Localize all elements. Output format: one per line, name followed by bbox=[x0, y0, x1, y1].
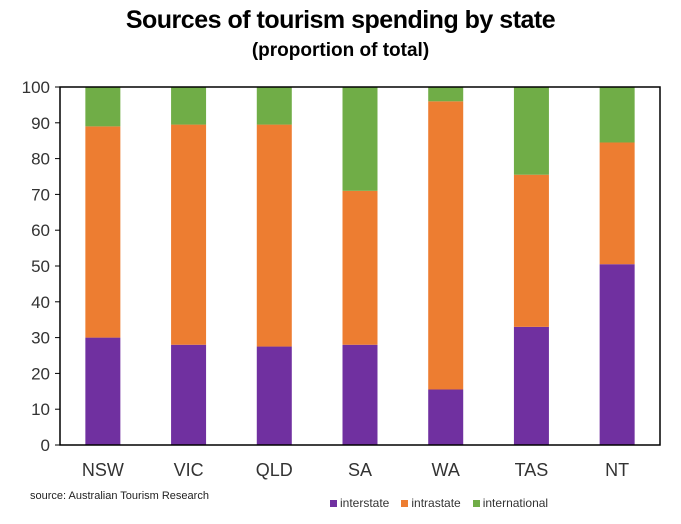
y-tick-label: 40 bbox=[31, 293, 50, 312]
bar-intrastate-tas bbox=[513, 174, 549, 327]
legend-item-intrastate: intrastate bbox=[401, 496, 461, 510]
legend-label: international bbox=[482, 496, 549, 510]
bar-international-tas bbox=[513, 87, 549, 175]
bar-international-nt bbox=[599, 87, 635, 143]
bar-international-sa bbox=[342, 87, 378, 191]
legend-item-international: international bbox=[472, 496, 549, 510]
bar-interstate-wa bbox=[428, 389, 464, 445]
bar-intrastate-sa bbox=[342, 190, 378, 345]
source-note: source: Australian Tourism Research bbox=[30, 490, 209, 502]
legend-item-interstate: interstate bbox=[330, 496, 389, 510]
y-tick-label: 10 bbox=[31, 400, 50, 419]
y-tick-label: 60 bbox=[31, 221, 50, 240]
x-tick-label: TAS bbox=[515, 460, 549, 480]
y-tick-label: 80 bbox=[31, 150, 50, 169]
x-tick-label: VIC bbox=[174, 460, 204, 480]
y-tick-label: 90 bbox=[31, 114, 50, 133]
bar-international-qld bbox=[256, 87, 292, 125]
bar-intrastate-nt bbox=[599, 142, 635, 265]
y-tick-label: 100 bbox=[22, 78, 50, 97]
bar-international-nsw bbox=[85, 87, 121, 127]
y-tick-label: 50 bbox=[31, 257, 50, 276]
legend-swatch bbox=[401, 499, 409, 507]
bar-interstate-sa bbox=[342, 344, 378, 445]
x-tick-label: NT bbox=[605, 460, 629, 480]
bar-intrastate-wa bbox=[428, 101, 464, 390]
y-tick-label: 70 bbox=[31, 185, 50, 204]
bar-interstate-qld bbox=[256, 346, 292, 445]
y-tick-label: 30 bbox=[31, 329, 50, 348]
x-tick-label: NSW bbox=[82, 460, 124, 480]
x-tick-label: WA bbox=[432, 460, 460, 480]
bar-interstate-tas bbox=[513, 326, 549, 445]
legend: interstate intrastate international bbox=[330, 496, 548, 510]
bars bbox=[85, 87, 635, 445]
chart-title: Sources of tourism spending by state bbox=[125, 6, 556, 34]
legend-swatch bbox=[472, 499, 480, 507]
x-axis-labels: NSW VIC QLD SA WA TAS NT bbox=[82, 460, 629, 480]
bar-intrastate-vic bbox=[171, 124, 207, 345]
y-axis-ticks: 0 10 20 30 40 50 60 70 80 90 100 bbox=[22, 78, 60, 455]
y-tick-label: 0 bbox=[41, 436, 50, 455]
bar-international-vic bbox=[171, 87, 207, 125]
bar-intrastate-nsw bbox=[85, 126, 121, 338]
chart-subtitle: (proportion of total) bbox=[251, 40, 430, 61]
x-tick-label: QLD bbox=[256, 460, 293, 480]
bar-interstate-nsw bbox=[85, 337, 121, 445]
y-tick-label: 20 bbox=[31, 364, 50, 383]
plot-area-frame bbox=[59, 86, 661, 446]
legend-label: interstate bbox=[340, 496, 390, 510]
bar-intrastate-qld bbox=[256, 124, 292, 347]
bar-international-wa bbox=[428, 87, 464, 102]
x-tick-label: SA bbox=[348, 460, 372, 480]
legend-swatch bbox=[330, 499, 337, 507]
bar-interstate-nt bbox=[599, 264, 635, 445]
legend-label: intrastate bbox=[411, 496, 461, 510]
bar-interstate-vic bbox=[171, 344, 207, 445]
